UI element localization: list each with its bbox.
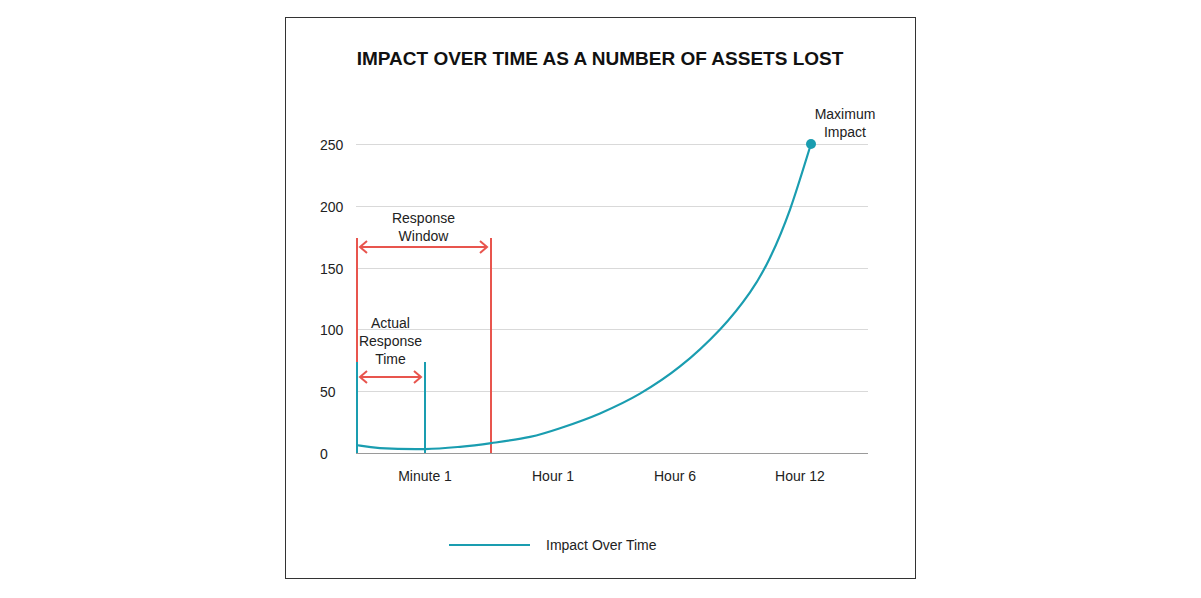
annotation-label: ActualResponseTime	[359, 315, 422, 367]
grid-line	[356, 391, 868, 392]
plot-area	[356, 144, 811, 449]
grid-line	[356, 268, 868, 269]
annotation-start-line	[356, 238, 358, 453]
y-tick-label: 50	[320, 384, 336, 400]
annotation-arrow	[360, 371, 421, 383]
y-tick-label: 200	[320, 199, 344, 215]
annotation-label: ResponseWindow	[392, 210, 455, 244]
y-tick-label: 150	[320, 261, 344, 277]
annotation-end-line	[424, 362, 426, 453]
chart: IMPACT OVER TIME AS A NUMBER OF ASSETS L…	[0, 0, 1201, 598]
y-tick-label: 0	[320, 446, 328, 462]
annotations: ResponseWindow ActualResponseTime	[357, 210, 491, 453]
legend-label: Impact Over Time	[546, 537, 657, 553]
title: IMPACT OVER TIME AS A NUMBER OF ASSETS L…	[357, 48, 844, 69]
x-tick-label: Hour 12	[775, 468, 825, 484]
y-tick-label: 250	[320, 137, 344, 153]
grid-line	[356, 453, 868, 454]
grid	[356, 145, 868, 454]
impact-line	[356, 144, 811, 449]
annotation-start-line	[356, 362, 358, 453]
grid-line	[356, 329, 868, 330]
y-tick-label: 100	[320, 322, 344, 338]
legend-swatch	[449, 544, 530, 546]
maximum-point	[806, 139, 816, 149]
legend: Impact Over Time	[449, 537, 657, 553]
grid-line	[356, 144, 868, 145]
annotation-label: MaximumImpact	[815, 106, 876, 140]
x-tick-label: Hour 6	[654, 468, 696, 484]
x-tick-label: Hour 1	[532, 468, 574, 484]
x-tick-label: Minute 1	[398, 468, 452, 484]
annotation-end-line	[490, 238, 492, 453]
frame	[286, 18, 916, 579]
